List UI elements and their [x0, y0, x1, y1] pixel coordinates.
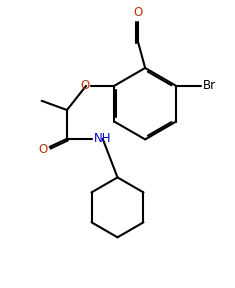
Text: O: O	[38, 143, 47, 156]
Text: O: O	[134, 6, 143, 19]
Text: O: O	[80, 79, 90, 92]
Text: NH: NH	[94, 132, 111, 145]
Text: Br: Br	[203, 79, 216, 92]
